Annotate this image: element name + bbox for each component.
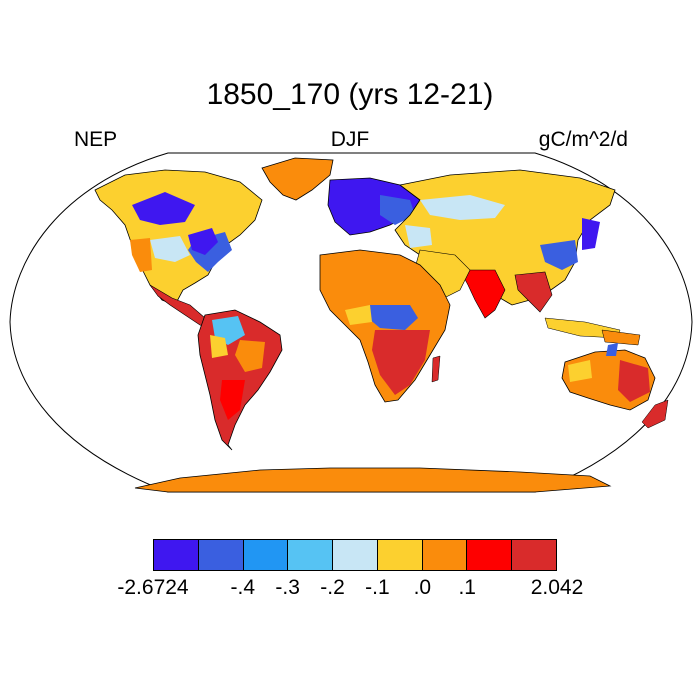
region-sa-yellow <box>210 335 228 358</box>
region-australia-red <box>618 360 650 402</box>
region-se-asia <box>514 271 553 313</box>
region-asia-lightblue <box>420 195 505 220</box>
colorbar-box <box>422 540 468 570</box>
colorbar-box <box>512 540 557 570</box>
colorbar-box <box>467 540 513 570</box>
region-na-lightblue <box>150 236 190 262</box>
region-sa-orange <box>235 340 265 372</box>
region-asia-darkblue <box>582 218 600 250</box>
colorbar-label: .0 <box>413 576 432 599</box>
colorbar-label: -.3 <box>275 576 300 599</box>
region-na-blue <box>132 192 195 225</box>
colorbar-label: -.2 <box>320 576 345 599</box>
region-australia-blue <box>606 343 618 356</box>
colorbar-label: -.1 <box>365 576 390 599</box>
season-label: DJF <box>330 128 370 151</box>
region-new-guinea <box>601 329 641 346</box>
region-europe-blue2 <box>380 195 415 225</box>
region-asia-lightblue2 <box>405 225 432 248</box>
colorbar-label: 2.042 <box>530 576 584 599</box>
region-asia-blue <box>540 240 578 270</box>
colorbar-label: -2.6724 <box>117 576 189 599</box>
region-na-east-dark <box>188 228 218 255</box>
variable-label: NEP <box>74 128 118 151</box>
colorbar-box <box>333 540 378 570</box>
colorbar-box <box>377 540 423 570</box>
region-africa-red <box>372 330 430 395</box>
units-label: gC/m^2/d <box>538 128 628 151</box>
region-antarctica <box>134 467 612 493</box>
region-greenland <box>261 157 334 201</box>
region-india <box>459 269 506 319</box>
colorbar-box <box>243 540 289 570</box>
region-na-orange <box>130 238 152 272</box>
region-africa-yellow <box>345 305 372 325</box>
colorbar-label: .1 <box>458 576 476 599</box>
colorbar <box>153 539 557 571</box>
colorbar-label: -.4 <box>230 576 256 599</box>
map-title: 1850_170 (yrs 12-21) <box>206 78 494 111</box>
region-new-zealand <box>641 399 669 429</box>
region-australia-yellow <box>568 360 592 382</box>
colorbar-box <box>198 540 244 570</box>
region-sa-red <box>220 380 245 420</box>
region-africa-blue <box>368 305 418 330</box>
region-madagascar <box>431 355 441 383</box>
colorbar-box <box>288 540 334 570</box>
colorbar-box <box>154 540 199 570</box>
